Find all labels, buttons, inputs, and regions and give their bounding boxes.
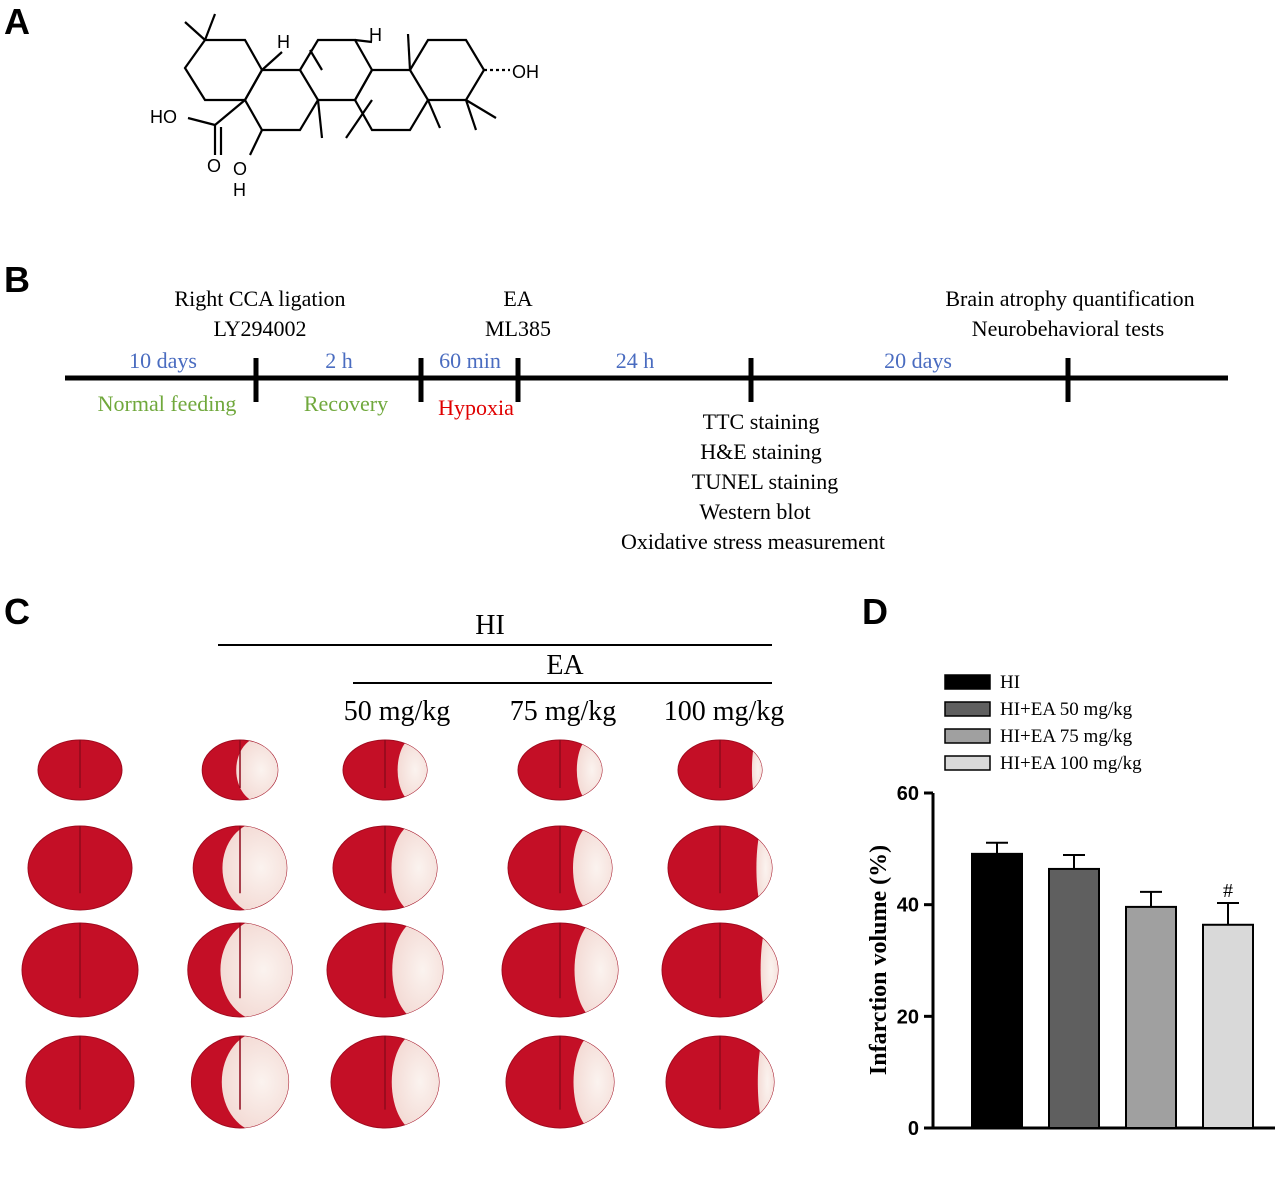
infarct bbox=[576, 740, 602, 800]
panel-label: A bbox=[4, 1, 30, 42]
infarct bbox=[574, 923, 618, 1017]
dose-label: 75 mg/kg bbox=[510, 696, 617, 727]
y-tick-label: 20 bbox=[897, 1006, 919, 1028]
atom-label: OH bbox=[512, 62, 539, 82]
dose-label: 100 mg/kg bbox=[664, 696, 785, 727]
panel-label: D bbox=[862, 591, 888, 632]
brain-slices bbox=[21, 739, 779, 1129]
phase: Normal feeding bbox=[98, 391, 237, 416]
atom-label: H bbox=[369, 25, 382, 45]
phase: Hypoxia bbox=[438, 395, 514, 420]
duration: 24 h bbox=[616, 348, 655, 373]
event: EA bbox=[503, 286, 532, 311]
chemical-structure bbox=[183, 13, 510, 156]
infarct bbox=[397, 740, 427, 800]
legend-label: HI+EA 50 mg/kg bbox=[1000, 699, 1133, 720]
phase: Recovery bbox=[304, 391, 388, 416]
atom-label: O bbox=[233, 159, 247, 179]
group-label: HI bbox=[475, 610, 505, 641]
measurement: H&E staining bbox=[700, 439, 822, 464]
event: Right CCA ligation bbox=[174, 286, 345, 311]
bar bbox=[1048, 867, 1100, 1130]
significance-mark: # bbox=[1223, 880, 1233, 902]
infarct bbox=[222, 826, 287, 910]
y-tick-label: 60 bbox=[897, 783, 919, 805]
panel-label: B bbox=[4, 259, 30, 300]
duration: 20 days bbox=[884, 348, 952, 373]
treatment-label: EA bbox=[546, 650, 584, 681]
timeline-ticks bbox=[253, 358, 1071, 402]
legend-swatch bbox=[944, 728, 991, 744]
legend-swatch bbox=[944, 674, 991, 690]
legend-label: HI+EA 75 mg/kg bbox=[1000, 726, 1133, 747]
panel-label: C bbox=[4, 591, 30, 632]
bar bbox=[1125, 905, 1177, 1130]
dose-label: 50 mg/kg bbox=[344, 696, 451, 727]
bar bbox=[971, 852, 1023, 1129]
infarct bbox=[220, 923, 293, 1017]
measurement: Western blot bbox=[699, 499, 810, 524]
bar bbox=[1202, 923, 1254, 1129]
atom-label: HO bbox=[150, 107, 177, 127]
measurement: Oxidative stress measurement bbox=[621, 529, 885, 554]
infarct bbox=[221, 1036, 289, 1128]
measurement: TUNEL staining bbox=[692, 469, 838, 494]
atom-label: H bbox=[233, 180, 246, 200]
atom-label: O bbox=[207, 156, 221, 176]
measurement: TTC staining bbox=[703, 409, 820, 434]
infarct bbox=[236, 740, 278, 800]
event: ML385 bbox=[485, 316, 551, 341]
legend-label: HI bbox=[1000, 672, 1020, 693]
duration: 2 h bbox=[325, 348, 353, 373]
bar-chart: Infarction volume (%) 0 20 40 60 HI HI+EA 50 … bbox=[866, 672, 1275, 1140]
event: Neurobehavioral tests bbox=[972, 316, 1164, 341]
y-tick-label: 40 bbox=[897, 895, 919, 917]
event: LY294002 bbox=[213, 316, 306, 341]
event: Brain atrophy quantification bbox=[945, 286, 1194, 311]
legend-label: HI+EA 100 mg/kg bbox=[1000, 753, 1142, 774]
duration: 10 days bbox=[129, 348, 197, 373]
infarct bbox=[573, 1036, 614, 1128]
legend-swatch bbox=[944, 755, 991, 771]
y-tick-label: 0 bbox=[908, 1118, 919, 1140]
legend-swatch bbox=[944, 701, 991, 717]
y-axis-label: Infarction volume (%) bbox=[866, 845, 892, 1075]
atom-label: H bbox=[277, 32, 290, 52]
infarct bbox=[573, 826, 612, 910]
duration: 60 min bbox=[439, 348, 501, 373]
